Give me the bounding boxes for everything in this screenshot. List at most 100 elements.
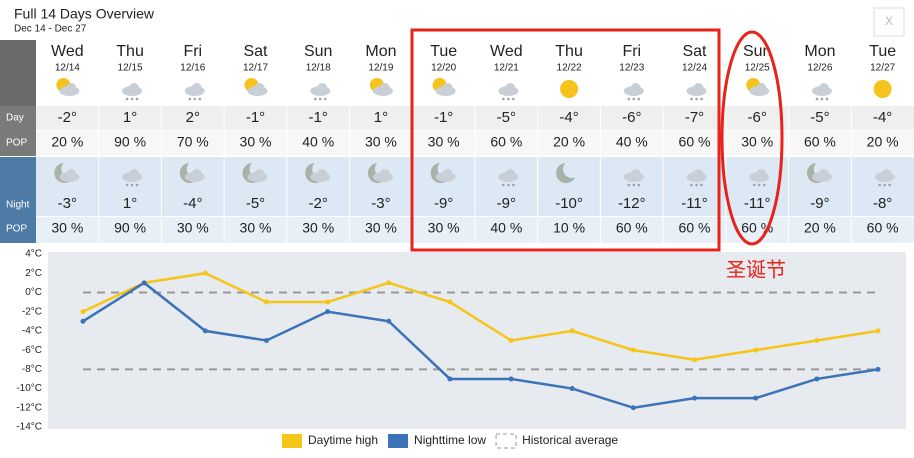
day-date: 12/20: [431, 63, 456, 74]
weather-icon: [432, 78, 456, 96]
temperature-chart: -14°C -12°C -10°C -8°C -6°C -4°C -2°C 0°C 2°C 4°C…: [16, 249, 906, 449]
day-name: Sat: [682, 43, 707, 60]
cloud: [317, 169, 328, 179]
snowflake: [752, 183, 756, 187]
day-temp: -5°: [497, 109, 516, 126]
weather-icon: [749, 169, 770, 187]
annotation: 圣诞节: [726, 259, 786, 282]
cloud: [66, 169, 77, 179]
day-pop: 30 %: [240, 134, 272, 150]
cloud: [756, 169, 767, 179]
series-point: [630, 405, 636, 411]
day-temp: -1°: [309, 109, 328, 126]
night-temp: -9°: [434, 195, 453, 212]
cloud: [191, 83, 202, 93]
snowflake: [135, 97, 139, 101]
panel-title: Full 14 Days Overview: [14, 6, 155, 22]
day-temp: -4°: [873, 109, 892, 126]
weather-icon: [122, 169, 143, 187]
day-pop: 20 %: [553, 134, 585, 150]
day-date: 12/18: [306, 63, 331, 74]
night-temp: -3°: [371, 195, 390, 212]
day-pop: 30 %: [365, 134, 397, 150]
series-point: [508, 376, 514, 382]
snowflake: [695, 97, 698, 101]
weather-icon: [369, 78, 393, 96]
row-label: Night: [6, 200, 30, 211]
series-point: [814, 376, 820, 382]
y-tick-label: 2°C: [25, 268, 42, 279]
moon-cut: [563, 160, 582, 178]
snowflake: [878, 183, 881, 187]
panel-subtitle: Dec 14 - Dec 27: [14, 24, 87, 35]
snowflake: [690, 97, 693, 101]
night-pop: 60 %: [616, 220, 648, 236]
night-temp: -4°: [183, 195, 202, 212]
series-point: [263, 338, 269, 343]
day-date: 12/24: [682, 63, 707, 74]
snowflake: [637, 183, 641, 187]
snowflake: [502, 183, 505, 187]
snowflake: [820, 97, 824, 101]
night-temp: -5°: [246, 195, 265, 212]
cloud: [756, 83, 767, 93]
snowflake: [130, 183, 134, 187]
series-point: [692, 395, 698, 401]
weather-icon: [873, 80, 892, 98]
day-name: Fri: [622, 43, 641, 60]
snowflake: [690, 183, 693, 187]
weather-icon: [811, 83, 832, 101]
close-button[interactable]: [873, 7, 905, 37]
snowflake: [888, 183, 891, 187]
night-temp: -2°: [309, 195, 328, 212]
close-label[interactable]: X: [885, 14, 893, 28]
weather-icon: [874, 169, 895, 187]
legend-label: Nighttime low: [414, 433, 486, 447]
day-pop: 60 %: [490, 134, 522, 150]
weather-icon: [430, 160, 456, 183]
cloud: [818, 169, 829, 179]
night-temp: -10°: [555, 195, 583, 212]
y-tick-label: -14°C: [16, 422, 42, 433]
row-label: POP: [6, 138, 27, 149]
day-date: 12/17: [243, 63, 268, 74]
night-pop: 60 %: [679, 220, 711, 236]
night-pop: 60 %: [867, 220, 899, 236]
label-column: [0, 157, 36, 243]
cloud: [693, 83, 704, 93]
night-temp: -9°: [497, 195, 516, 212]
snowflake: [627, 183, 631, 187]
day-pop: 40 %: [302, 134, 334, 150]
snowflake: [507, 97, 510, 101]
weather-icon: [184, 83, 205, 101]
day-name: Tue: [430, 43, 457, 60]
night-pop: 90 %: [114, 220, 146, 236]
day-temp: -1°: [246, 109, 265, 126]
night-temp: -12°: [618, 195, 646, 212]
series-point: [508, 338, 514, 343]
night-temp: -11°: [681, 195, 708, 212]
snowflake: [318, 97, 322, 101]
cloud: [442, 83, 453, 93]
series-point: [325, 309, 331, 315]
day-date: 12/26: [807, 63, 832, 74]
weather-icon: [556, 160, 582, 183]
snowflake: [135, 183, 139, 187]
row-label: POP: [6, 224, 27, 235]
series-point: [753, 395, 759, 401]
legend-swatch: [388, 434, 409, 448]
snowflake: [632, 183, 636, 187]
night-pop: 30 %: [365, 220, 397, 236]
plot-area: [48, 252, 906, 429]
day-name: Sun: [743, 43, 771, 60]
weather-icon: [746, 78, 770, 96]
cloud: [505, 169, 516, 179]
cloud: [818, 83, 829, 93]
snowflake: [762, 183, 766, 187]
day-pop: 90 %: [114, 134, 146, 150]
snowflake: [815, 97, 819, 101]
weather-icon: [806, 160, 832, 183]
cloud: [191, 169, 202, 179]
day-name: Thu: [116, 43, 144, 60]
